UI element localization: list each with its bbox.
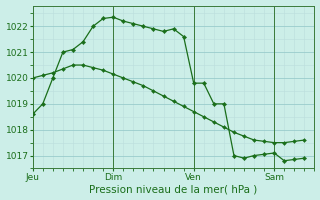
X-axis label: Pression niveau de la mer( hPa ): Pression niveau de la mer( hPa ) (90, 184, 258, 194)
